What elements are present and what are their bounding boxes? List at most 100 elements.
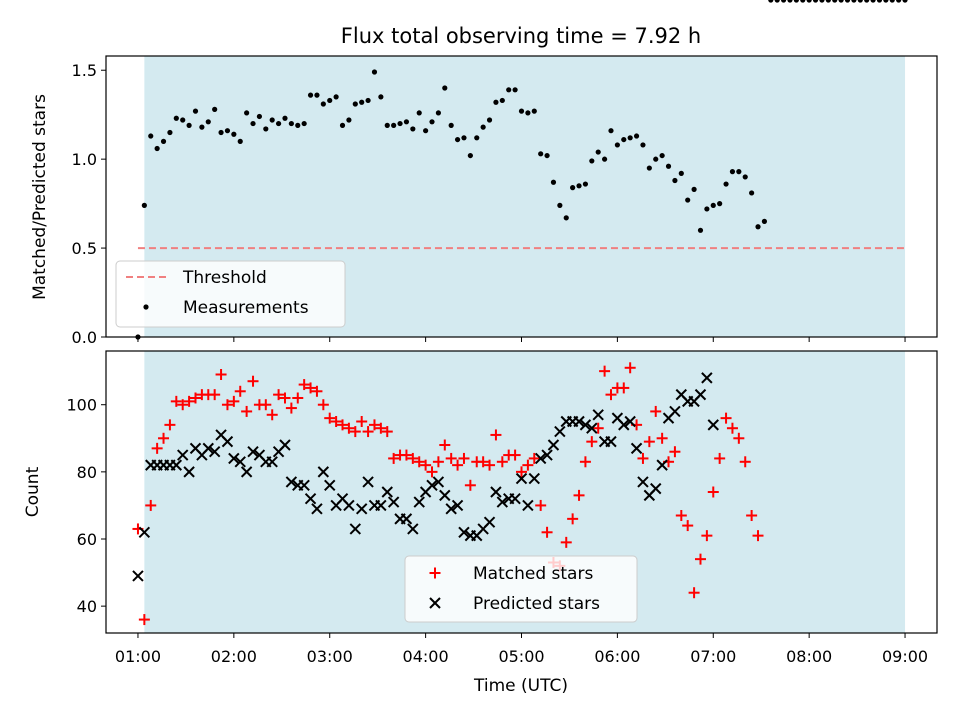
measurement-point (729, 169, 736, 175)
measurement-point (665, 163, 672, 169)
measurement-point (774, 0, 780, 3)
predicted-star-point (362, 476, 374, 488)
measurement-point (857, 0, 863, 3)
measurement-point (250, 120, 256, 127)
matched-star-point (726, 422, 738, 434)
predicted-star-point (343, 499, 355, 512)
predicted-stars-series (132, 372, 719, 582)
measurement-point (397, 120, 403, 127)
predicted-star-point (247, 446, 259, 458)
measurement-point (263, 126, 269, 132)
matched-star-point (452, 459, 464, 471)
matched-star-point (298, 379, 310, 391)
predicted-star-point (132, 570, 144, 582)
predicted-star-point (515, 472, 528, 485)
y-tick-label: 40 (77, 597, 97, 616)
predicted-star-point (138, 526, 151, 538)
predicted-star-point (483, 516, 496, 528)
measurement-point (531, 108, 537, 114)
measurement-point (627, 135, 633, 141)
matched-star-point (362, 426, 374, 438)
matched-star-point (138, 614, 150, 626)
measurement-point (697, 227, 704, 233)
matched-star-point (349, 426, 361, 438)
bottom-x-axis: 01:00 02:00 03:00 04:00 05:00 06:00 07:00 08:00… (115, 633, 928, 666)
measurement-point (902, 0, 908, 3)
measurement-point (851, 0, 857, 3)
matched-star-point (567, 513, 579, 525)
predicted-star-point (573, 415, 585, 428)
measurement-point (359, 99, 365, 105)
measurement-point (269, 117, 275, 123)
predicted-star-point (170, 459, 183, 471)
matched-star-point (458, 452, 470, 464)
measurement-point (486, 117, 493, 123)
measurement-point (691, 186, 697, 192)
matched-star-point (183, 395, 195, 407)
matched-stars-series (132, 362, 764, 626)
bottom-y-axis-label: Count (23, 466, 43, 517)
measurement-point (518, 108, 525, 114)
matched-star-point (432, 456, 444, 468)
legend-predicted-label: Predicted stars (473, 594, 600, 614)
measurement-point (678, 170, 684, 176)
measurement-point (544, 152, 550, 159)
predicted-star-point (413, 496, 425, 508)
matched-star-point (343, 422, 355, 434)
measurement-point (391, 122, 397, 128)
predicted-star-point (541, 449, 553, 461)
measurement-point (256, 113, 263, 120)
matched-star-point (273, 389, 285, 401)
predicted-star-point (656, 459, 668, 471)
matched-star-point (739, 456, 751, 468)
predicted-star-point (426, 479, 438, 491)
matched-star-point (285, 402, 297, 414)
predicted-star-point (432, 476, 445, 488)
measurement-point (876, 0, 883, 3)
legend-matched-label: Matched stars (473, 564, 593, 584)
matched-star-point (234, 385, 246, 397)
matched-star-point (535, 499, 547, 511)
matched-star-point (330, 416, 342, 427)
measurement-point (640, 142, 646, 148)
measurement-point (212, 106, 218, 112)
predicted-star-point (228, 452, 240, 465)
measurement-point (602, 156, 608, 162)
predicted-star-point (183, 466, 195, 478)
matched-star-point (356, 416, 368, 427)
matched-star-point (426, 466, 438, 478)
predicted-star-point (496, 496, 509, 508)
matched-star-point (541, 526, 553, 538)
predicted-star-point (439, 489, 451, 502)
predicted-star-point (311, 503, 323, 515)
matched-star-point (420, 459, 432, 471)
measurement-point (608, 128, 614, 134)
measurement-point (864, 0, 870, 3)
predicted-star-point (586, 422, 598, 434)
measurement-point (461, 135, 467, 141)
matched-star-point (279, 392, 291, 404)
predicted-star-point (381, 486, 393, 498)
measurement-point (723, 181, 729, 187)
measurement-point (378, 94, 384, 100)
legend-measurements-label: Measurements (183, 298, 309, 318)
measurement-point (896, 0, 902, 3)
measurement-point (832, 0, 838, 3)
measurement-point (454, 136, 461, 143)
predicted-star-point (387, 496, 400, 508)
matched-star-point (688, 587, 700, 599)
matched-star-point (189, 392, 201, 404)
matched-star-point (164, 419, 176, 431)
predicted-star-point (279, 439, 291, 451)
measurement-point (576, 183, 582, 189)
measurement-point (883, 0, 889, 3)
legend-x-marker (429, 597, 441, 609)
measurement-point (768, 0, 774, 3)
legend-plus-marker (429, 567, 441, 579)
predicted-star-point (618, 419, 630, 431)
measurement-point (825, 0, 831, 3)
measurement-point (506, 87, 512, 93)
predicted-star-point (579, 419, 592, 431)
matched-star-point (221, 399, 233, 411)
